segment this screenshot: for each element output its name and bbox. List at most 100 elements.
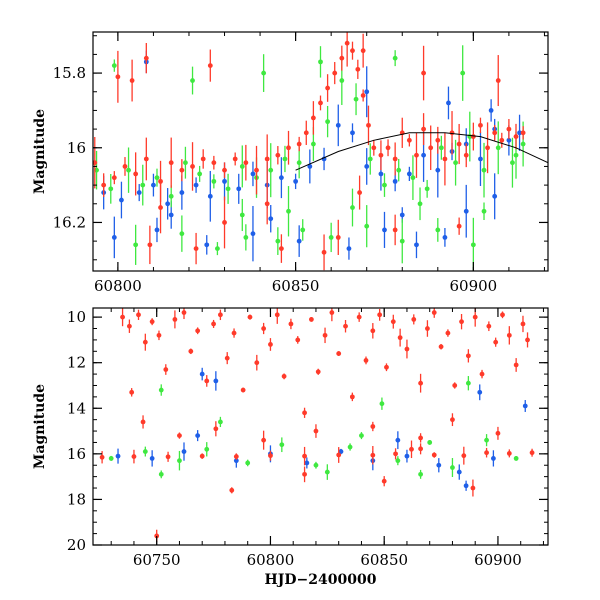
y-axis-label: Magnitude: [32, 384, 48, 469]
green-data-point: [484, 437, 489, 443]
green-data-point: [183, 160, 188, 166]
red-data-point: [172, 316, 178, 322]
red-data-point: [411, 316, 417, 322]
red-data-point: [99, 454, 105, 460]
green-data-point: [339, 78, 345, 83]
red-data-point: [355, 66, 361, 72]
red-data-point: [513, 134, 519, 139]
red-data-point: [213, 426, 219, 432]
blue-data-point: [119, 197, 124, 203]
green-data-point: [470, 242, 476, 248]
green-data-point: [353, 96, 359, 102]
green-data-point: [313, 462, 319, 468]
red-data-point: [414, 152, 419, 158]
green-data-point: [450, 465, 455, 470]
blue-data-point: [168, 212, 174, 218]
red-data-point: [378, 152, 384, 158]
green-data-point: [261, 70, 267, 76]
blue-data-point: [364, 89, 370, 95]
plot-frame: [92, 31, 549, 272]
blue-data-point: [278, 175, 284, 181]
red-data-point: [321, 249, 327, 255]
red-data-point: [229, 487, 235, 493]
blue-data-point: [149, 456, 155, 461]
green-data-point: [296, 160, 302, 166]
blue-data-point: [207, 193, 213, 199]
green-data-point: [215, 246, 220, 251]
blue-data-point: [364, 164, 370, 169]
red-data-point: [165, 454, 171, 460]
blue-data-point: [111, 234, 117, 240]
y-tick-label: 16: [67, 139, 86, 157]
green-data-point: [108, 186, 114, 192]
red-data-point: [188, 348, 194, 354]
green-data-point: [417, 201, 423, 207]
blue-data-point: [382, 227, 387, 233]
red-data-point: [268, 342, 273, 347]
green-data-point: [197, 171, 203, 177]
blue-data-point: [195, 433, 201, 439]
green-data-point: [133, 242, 139, 248]
red-data-point: [278, 246, 284, 251]
blue-data-point: [392, 178, 398, 184]
green-data-point: [245, 460, 251, 466]
red-data-point: [500, 312, 505, 318]
green-data-point: [328, 234, 334, 240]
green-data-point: [286, 208, 291, 214]
green-data-point: [465, 380, 471, 386]
red-data-point: [370, 328, 376, 334]
blue-data-point: [250, 171, 256, 177]
red-data-point: [136, 312, 141, 318]
green-data-point: [481, 208, 487, 214]
red-data-point: [418, 435, 423, 441]
green-data-point: [218, 419, 223, 425]
green-data-point: [140, 182, 146, 188]
blue-data-point: [335, 122, 341, 128]
blue-data-point: [250, 231, 256, 237]
red-data-point: [231, 330, 237, 336]
blue-data-point: [446, 100, 451, 106]
blue-data-point: [517, 130, 522, 136]
red-data-point: [438, 344, 444, 350]
red-data-point: [470, 134, 476, 139]
red-data-point: [131, 454, 137, 459]
red-data-point: [384, 364, 389, 370]
red-data-point: [472, 314, 478, 320]
red-data-point: [207, 63, 213, 69]
green-data-point: [282, 156, 288, 162]
blue-data-point: [522, 403, 528, 409]
green-data-point: [395, 458, 401, 464]
green-data-point: [154, 175, 160, 181]
red-data-point: [392, 227, 398, 233]
red-data-point: [247, 314, 253, 320]
x-tick-label: 60900: [474, 551, 522, 569]
blue-data-point: [456, 469, 462, 475]
red-data-point: [435, 137, 441, 143]
red-data-point: [492, 130, 498, 136]
red-data-point: [520, 321, 526, 327]
blue-data-point: [338, 449, 344, 454]
blue-data-point: [414, 242, 419, 248]
red-data-point: [143, 156, 149, 162]
red-data-point: [343, 323, 348, 329]
red-data-point: [281, 373, 287, 379]
red-data-point: [126, 323, 132, 329]
red-data-point: [329, 310, 335, 315]
green-data-point: [300, 227, 306, 233]
green-data-point: [279, 442, 285, 448]
green-data-point: [108, 456, 114, 461]
blue-data-point: [463, 483, 469, 489]
red-data-point: [456, 141, 462, 147]
red-data-point: [459, 319, 464, 325]
x-tick-label: 60750: [133, 551, 181, 569]
y-tick-label: 16: [67, 445, 86, 463]
green-data-point: [126, 167, 131, 173]
green-data-point: [513, 152, 519, 158]
green-data-point: [142, 449, 148, 454]
blue-data-point: [346, 246, 352, 251]
y-tick-label: 20: [67, 536, 86, 554]
red-data-point: [224, 355, 230, 361]
red-data-point: [370, 424, 376, 429]
red-data-point: [120, 314, 125, 320]
x-tick-label: 60850: [360, 551, 408, 569]
